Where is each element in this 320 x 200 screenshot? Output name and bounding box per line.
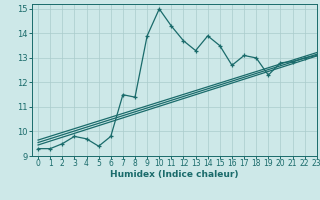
X-axis label: Humidex (Indice chaleur): Humidex (Indice chaleur): [110, 170, 239, 179]
